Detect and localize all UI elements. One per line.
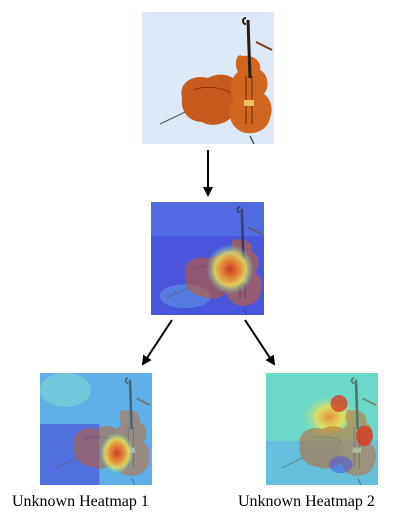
heatmap-main-image: [151, 202, 264, 315]
heatmap-2-image: [266, 373, 378, 485]
arrow-middle-to-right: [244, 319, 276, 366]
heatmap-1-image: [40, 373, 152, 485]
caption-heatmap-2: Unknown Heatmap 2: [238, 493, 375, 510]
original-cello-image: [142, 12, 274, 144]
arrow-middle-to-left: [141, 319, 173, 366]
caption-heatmap-1: Unknown Heatmap 1: [12, 493, 149, 510]
